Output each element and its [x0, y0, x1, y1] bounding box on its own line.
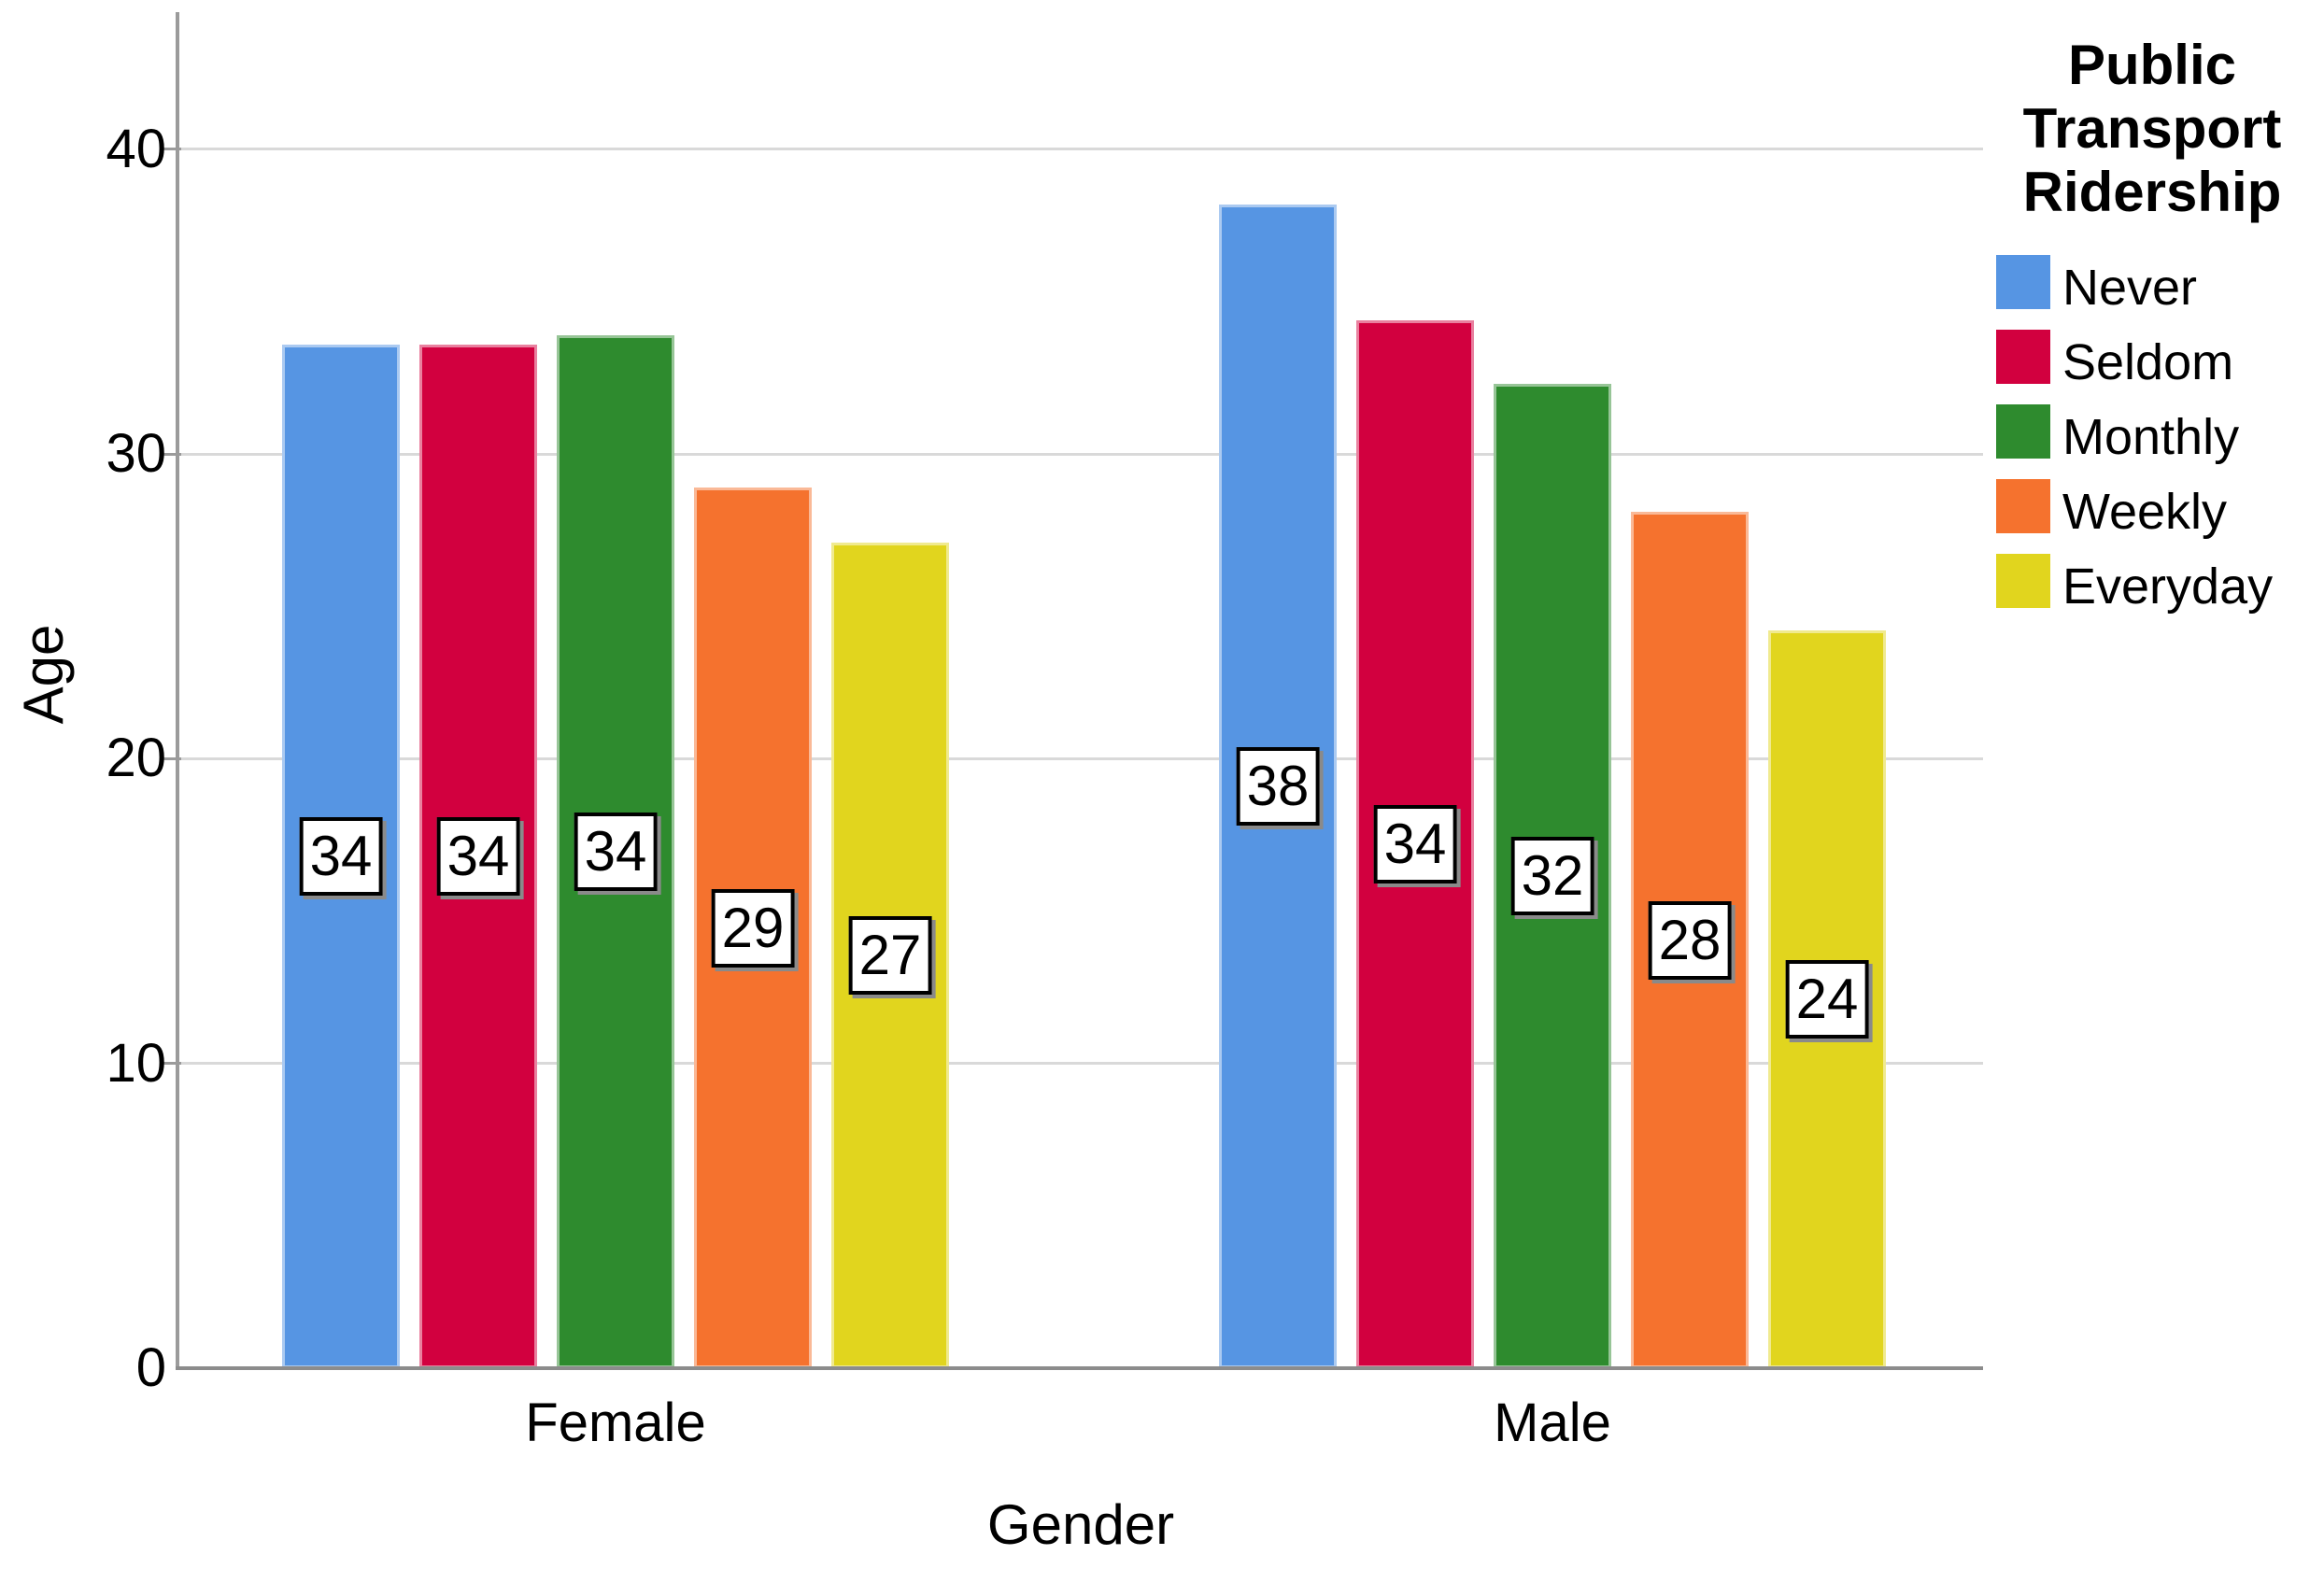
x-category-label-female: Female [525, 1392, 706, 1453]
y-tick-label-20: 20 [106, 728, 166, 789]
legend-swatch-everyday [1996, 554, 2050, 608]
legend-swatch-seldom [1996, 330, 2050, 384]
x-category-label-male: Male [1494, 1392, 1611, 1453]
legend-label-weekly: Weekly [2062, 484, 2228, 540]
bar-label-female-seldom: 34 [436, 816, 520, 896]
y-gridline-20 [179, 756, 1983, 760]
x-axis-title: Gender [986, 1493, 1175, 1556]
legend-label-never: Never [2062, 260, 2198, 316]
y-tick-label-0: 0 [135, 1337, 166, 1398]
legend-title-line-1: Public [2067, 34, 2237, 96]
legend-swatch-weekly [1996, 479, 2050, 533]
y-tick-30 [163, 452, 181, 456]
bar-label-male-weekly: 28 [1648, 900, 1732, 980]
y-tick-label-40: 40 [106, 118, 166, 179]
bar-label-male-monthly: 32 [1510, 837, 1594, 916]
x-axis-baseline [176, 1366, 1983, 1370]
y-axis-line [176, 12, 179, 1370]
legend-title: Public Transport Ridership [1988, 34, 2317, 224]
legend-label-seldom: Seldom [2062, 334, 2234, 390]
y-gridline-10 [179, 1062, 1983, 1066]
y-gridline-30 [179, 452, 1983, 456]
y-axis-title: Age [12, 624, 75, 725]
bar-label-female-weekly: 29 [711, 888, 795, 968]
legend-label-everyday: Everyday [2062, 558, 2274, 615]
bar-label-male-never: 38 [1236, 746, 1320, 826]
y-tick-20 [163, 756, 181, 760]
y-tick-40 [163, 148, 181, 151]
bar-label-male-everyday: 24 [1785, 960, 1869, 1039]
bar-label-female-everyday: 27 [848, 915, 932, 995]
y-gridline-40 [179, 148, 1983, 151]
bar-label-female-monthly: 34 [574, 812, 658, 891]
y-tick-label-30: 30 [106, 423, 166, 485]
bar-label-male-seldom: 34 [1373, 804, 1457, 883]
bar-label-female-never: 34 [299, 816, 383, 896]
y-tick-10 [163, 1062, 181, 1066]
legend-swatch-monthly [1996, 404, 2050, 459]
legend-title-line-3: Ridership [2022, 161, 2282, 223]
legend-label-monthly: Monthly [2062, 409, 2240, 465]
legend-title-line-2: Transport [2022, 97, 2282, 160]
y-tick-label-10: 10 [106, 1032, 166, 1094]
legend-swatch-never [1996, 255, 2050, 309]
